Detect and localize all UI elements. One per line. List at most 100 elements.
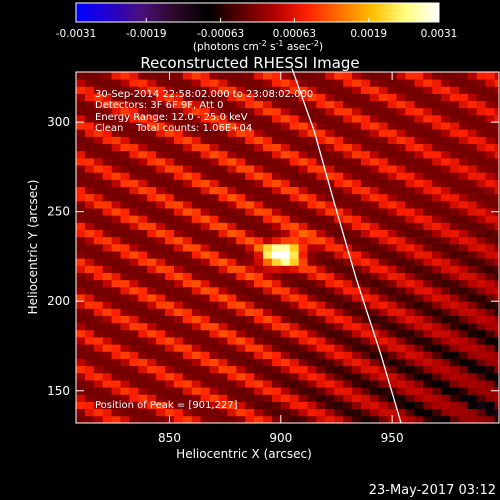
heatmap-cell: [441, 329, 451, 338]
heatmap-cell: [227, 222, 237, 230]
heatmap-cell: [93, 251, 104, 259]
heatmap-cell: [84, 308, 95, 316]
heatmap-cell: [298, 100, 308, 109]
heatmap-cell: [405, 79, 415, 87]
heatmap-cell: [218, 258, 228, 266]
heatmap-cell: [245, 79, 255, 87]
heatmap-cell: [343, 251, 353, 259]
x-tick-label: 850: [158, 431, 181, 445]
heatmap-cell: [343, 365, 353, 374]
heatmap-cell: [218, 387, 228, 395]
heatmap-cell: [343, 337, 353, 345]
heatmap-cell: [405, 157, 415, 166]
heatmap-cell: [423, 301, 433, 309]
heatmap-cell: [289, 157, 300, 166]
heatmap-cell: [450, 372, 460, 381]
heatmap-cell: [458, 258, 469, 266]
heatmap-cell: [458, 243, 469, 252]
heatmap-cell: [458, 337, 469, 345]
heatmap-cell: [432, 165, 442, 173]
heatmap-cell: [120, 286, 130, 295]
heatmap-cell: [209, 72, 219, 80]
heatmap-cell: [156, 100, 166, 109]
heatmap-cell: [405, 172, 415, 180]
heatmap-cell: [414, 387, 424, 395]
heatmap-cell: [414, 157, 424, 166]
heatmap-cell: [111, 150, 121, 159]
heatmap-cell: [245, 215, 255, 223]
heatmap-cell: [307, 143, 317, 152]
heatmap-cell: [93, 344, 104, 352]
heatmap-cell: [182, 358, 193, 367]
heatmap-cell: [84, 150, 95, 159]
heatmap-cell: [138, 236, 148, 245]
heatmap-cell: [245, 380, 255, 388]
heatmap-cell: [476, 408, 487, 417]
heatmap-cell: [227, 294, 237, 302]
heatmap-cell: [76, 308, 86, 316]
heatmap-cell: [191, 258, 202, 266]
heatmap-cell: [209, 387, 219, 395]
heatmap-cell: [485, 401, 495, 410]
annotation-clean-counts: Clean Total counts: 1.06E+04: [95, 123, 252, 134]
heatmap-cell: [191, 308, 202, 316]
heatmap-cell: [432, 229, 442, 238]
heatmap-cell: [343, 229, 353, 238]
heatmap-cell: [307, 72, 317, 80]
heatmap-cell: [156, 265, 166, 273]
heatmap-cell: [218, 100, 228, 109]
heatmap-cell: [76, 408, 86, 417]
heatmap-cell: [111, 193, 121, 202]
heatmap-cell: [254, 380, 264, 388]
heatmap-cell: [352, 272, 362, 281]
heatmap-cell: [360, 279, 371, 288]
heatmap-cell: [396, 236, 406, 245]
heatmap-cell: [200, 415, 210, 423]
heatmap-cell: [227, 100, 237, 109]
heatmap-cell: [441, 236, 451, 245]
heatmap-cell: [289, 93, 300, 102]
heatmap-cell: [396, 272, 406, 281]
heatmap-cell: [156, 365, 166, 374]
heatmap-cell: [236, 186, 246, 195]
heatmap-cell: [102, 387, 113, 395]
heatmap-cell: [325, 100, 335, 109]
heatmap-cell: [414, 129, 424, 137]
heatmap-cell: [111, 172, 121, 180]
heatmap-cell: [138, 337, 148, 345]
heatmap-cell: [325, 122, 335, 130]
heatmap-cell: [467, 265, 478, 273]
heatmap-cell: [138, 308, 148, 316]
heatmap-cell: [289, 229, 300, 238]
heatmap-cell: [218, 308, 228, 316]
heatmap-cell: [352, 165, 362, 173]
heatmap-cell: [289, 401, 300, 410]
heatmap-cell: [467, 251, 478, 259]
heatmap-cell: [450, 222, 460, 230]
heatmap-cell: [147, 107, 157, 116]
heatmap-cell: [182, 251, 193, 259]
heatmap-cell: [111, 351, 121, 359]
heatmap-cell: [129, 186, 139, 195]
heatmap-cell: [325, 136, 335, 145]
heatmap-cell: [147, 387, 157, 395]
heatmap-cell: [476, 150, 487, 159]
heatmap-cell: [378, 150, 389, 159]
heatmap-cell: [307, 258, 317, 266]
heatmap-cell: [405, 322, 415, 331]
heatmap-cell: [432, 415, 442, 423]
heatmap-cell: [289, 315, 300, 324]
heatmap-cell: [93, 79, 104, 87]
heatmap-cell: [200, 243, 210, 252]
heatmap-cell: [120, 394, 130, 402]
heatmap-cell: [182, 208, 193, 216]
heatmap-cell: [138, 208, 148, 216]
heatmap-cell: [441, 401, 451, 410]
heatmap-cell: [147, 157, 157, 166]
heatmap-cell: [289, 372, 300, 381]
heatmap-cell: [236, 308, 246, 316]
heatmap-cell: [352, 279, 362, 288]
heatmap-cell: [200, 322, 210, 331]
heatmap-cell: [352, 387, 362, 395]
heatmap-cell: [84, 143, 95, 152]
